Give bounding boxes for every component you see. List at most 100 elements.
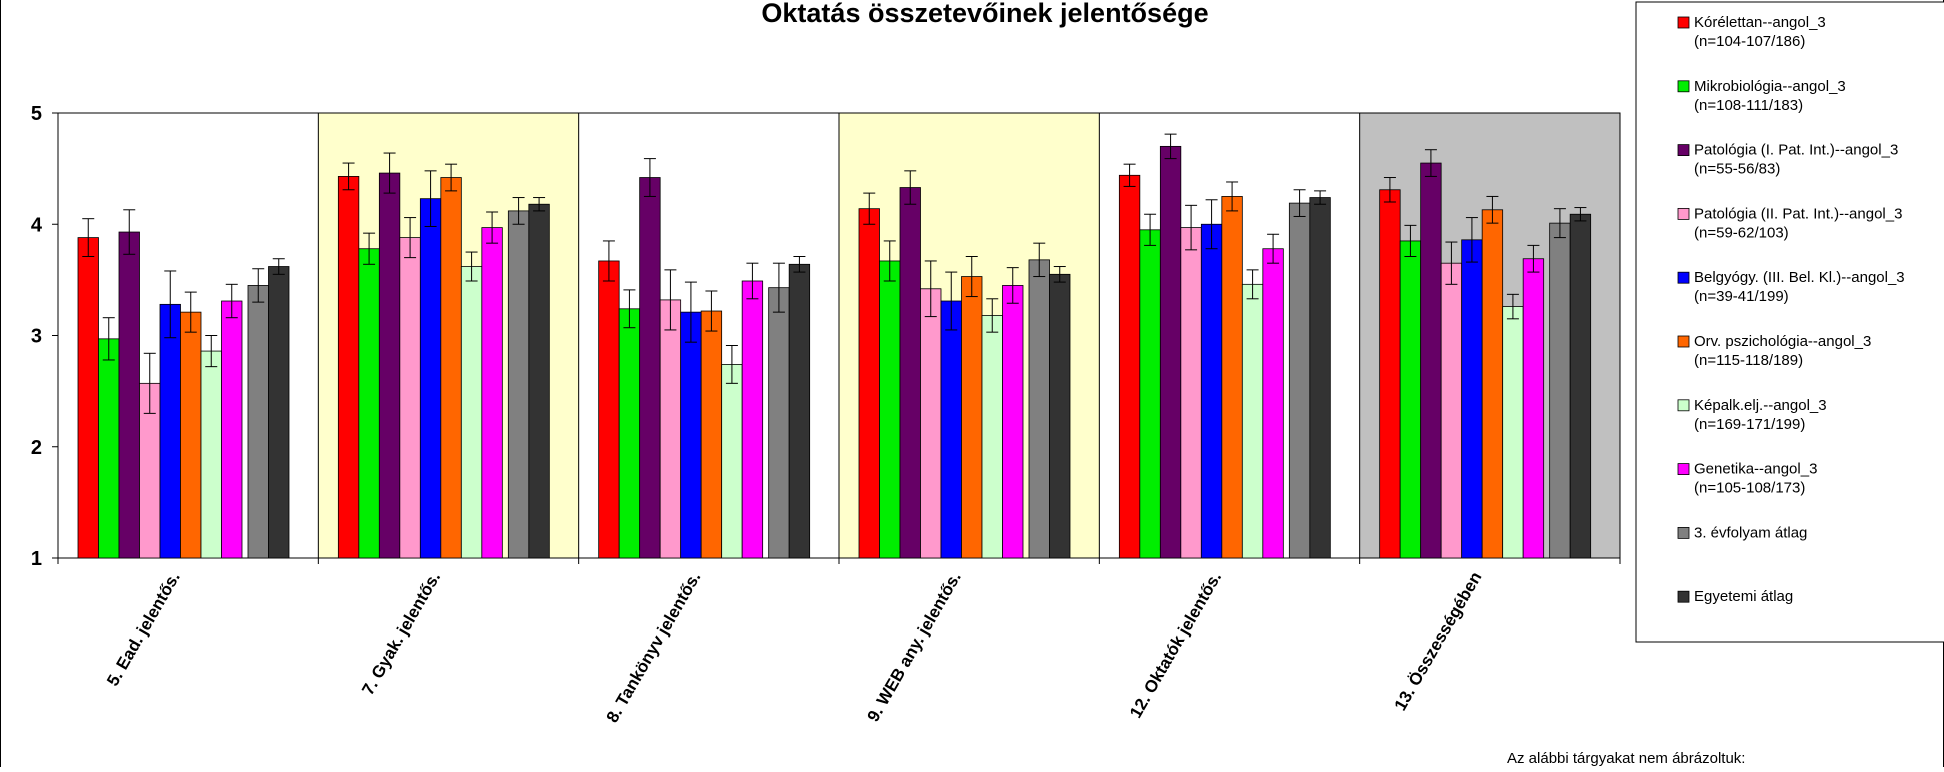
bar-7	[460, 266, 483, 559]
x-tick-label: 12. Oktatók jelentős.	[1126, 569, 1225, 722]
legend-sublabel: (n=55-56/83)	[1694, 161, 1780, 178]
legend-swatch	[1677, 271, 1690, 284]
legend-swatch	[1677, 399, 1690, 412]
legend-sublabel: (n=104-107/186)	[1694, 33, 1805, 50]
bar-7	[1502, 306, 1524, 559]
bar-2	[358, 248, 380, 559]
legend-label: Kórélettan--angol_3	[1694, 14, 1826, 31]
bar-5	[680, 311, 702, 559]
legend-sublabel: (n=59-62/103)	[1694, 224, 1789, 241]
legend-label: Patológia (I. Pat. Int.)--angol_3	[1694, 142, 1898, 159]
legend-label: 3. évfolyam átlag	[1694, 524, 1807, 541]
x-tick-label: 13. Összességében	[1391, 569, 1486, 714]
bar-4	[399, 237, 421, 559]
bar-6	[1481, 209, 1504, 559]
legend-label: Genetika--angol_3	[1694, 461, 1817, 478]
bar-5	[419, 198, 442, 559]
bar-2	[98, 338, 120, 559]
bar-5	[1200, 223, 1223, 559]
bar-6	[961, 276, 983, 559]
bar-1	[1379, 189, 1401, 559]
bar-8	[481, 227, 503, 559]
bar-6	[440, 177, 462, 559]
legend-swatch	[1677, 144, 1690, 157]
footnote: Az alábbi tárgyakat nem ábrázoltuk:	[1507, 750, 1745, 767]
legend-swatch	[1677, 80, 1690, 93]
bar-8	[221, 300, 243, 559]
legend-label: Orv. pszichológia--angol_3	[1694, 333, 1871, 350]
legend-swatch	[1677, 527, 1690, 539]
bar-2	[1399, 240, 1422, 559]
bar-9	[507, 210, 530, 559]
bar-10	[268, 266, 290, 559]
bar-6	[700, 310, 723, 559]
y-tick-label: 5	[31, 103, 42, 125]
bar-4	[1440, 262, 1463, 559]
bar-5	[940, 300, 962, 559]
x-tick-label: 8. Tankönyv jelentős.	[603, 569, 705, 726]
bar-4	[659, 299, 682, 559]
bar-3	[118, 231, 140, 559]
bar-3	[1420, 162, 1442, 559]
y-tick-label: 4	[31, 214, 43, 236]
legend-sublabel: (n=169-171/199)	[1694, 416, 1805, 433]
x-tick-label: 5. Ead. jelentős.	[103, 569, 184, 690]
bar-10	[1569, 213, 1592, 559]
bar-6	[1221, 196, 1243, 559]
bar-3	[639, 177, 661, 559]
bar-9	[247, 285, 269, 559]
bar-10	[528, 203, 550, 559]
legend-sublabel: (n=115-118/189)	[1694, 352, 1803, 369]
bar-9	[1028, 259, 1050, 559]
bar-1	[77, 237, 99, 559]
bar-8	[741, 280, 764, 559]
bar-4	[920, 288, 942, 559]
bar-5	[1461, 239, 1483, 559]
bar-9	[1288, 202, 1311, 559]
bar-10	[788, 263, 811, 559]
legend-swatch	[1677, 590, 1690, 603]
y-tick-label: 2	[31, 437, 42, 459]
legend-swatch	[1677, 207, 1690, 220]
y-tick-label: 1	[31, 548, 42, 570]
bar-5	[159, 303, 181, 559]
legend-swatch	[1677, 335, 1690, 348]
legend-label: Képalk.elj.--angol_3	[1694, 397, 1827, 414]
bar-3	[1159, 145, 1182, 559]
bar-2	[618, 308, 641, 559]
x-tick-label: 7. Gyak. jelentős.	[358, 569, 444, 699]
x-tick-label: 9. WEB any. jelentős.	[863, 569, 964, 725]
legend-sublabel: (n=105-108/173)	[1694, 480, 1805, 497]
bar-2	[879, 260, 901, 559]
legend-sublabel: (n=108-111/183)	[1694, 97, 1803, 114]
legend-sublabel: (n=39-41/199)	[1694, 288, 1789, 305]
bar-9	[768, 287, 790, 559]
legend-swatch	[1677, 16, 1690, 29]
bar-8	[1522, 258, 1545, 559]
bar-1	[1118, 174, 1141, 559]
bar-7	[721, 364, 743, 559]
bar-7	[200, 350, 222, 559]
y-tick-label: 3	[31, 326, 42, 348]
bar-8	[1262, 248, 1284, 559]
bar-3	[378, 172, 401, 559]
bar-7	[981, 315, 1003, 559]
bar-1	[337, 176, 360, 559]
bar-10	[1309, 197, 1331, 559]
legend-label: Mikrobiológia--angol_3	[1694, 78, 1846, 95]
bar-10	[1049, 273, 1071, 559]
legend-label: Belgyógy. (III. Bel. Kl.)--angol_3	[1694, 269, 1905, 286]
bar-3	[899, 187, 921, 559]
legend-swatch	[1677, 463, 1690, 476]
chart-title: Oktatás összetevőinek jelentősége	[761, 0, 1208, 28]
legend-label: Egyetemi átlag	[1694, 588, 1793, 605]
bar-9	[1549, 222, 1571, 559]
legend-label: Patológia (II. Pat. Int.)--angol_3	[1694, 205, 1902, 222]
bar-4	[1180, 227, 1202, 559]
bar-6	[180, 311, 202, 559]
bar-1	[598, 260, 620, 559]
bar-2	[1139, 229, 1161, 559]
bar-1	[858, 208, 880, 559]
